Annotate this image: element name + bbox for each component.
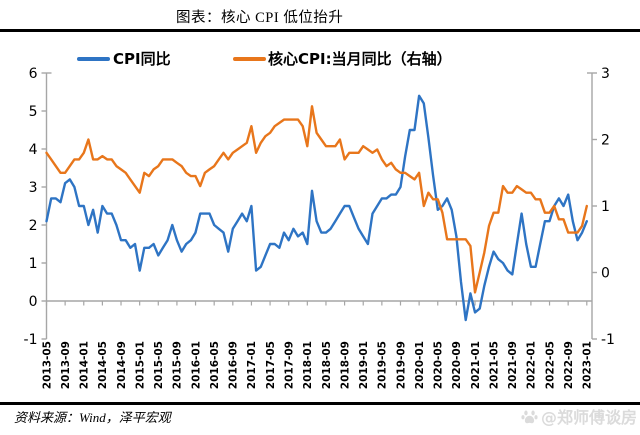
x-axis-tick-label: 2016-05 bbox=[209, 341, 221, 389]
x-axis-tick-label: 2017-05 bbox=[265, 341, 277, 389]
x-axis-tick-label: 2022-09 bbox=[563, 341, 575, 389]
x-axis-tick-label: 2017-01 bbox=[246, 341, 258, 389]
x-axis-tick-label: 2019-09 bbox=[395, 341, 407, 389]
x-axis-tick-label: 2019-01 bbox=[358, 341, 370, 389]
x-axis-tick-label: 2020-05 bbox=[433, 341, 445, 389]
x-axis-tick-label: 2019-05 bbox=[377, 341, 389, 389]
x-axis-tick-label: 2013-05 bbox=[41, 341, 53, 389]
cpi-yoy-line bbox=[45, 94, 588, 322]
x-axis-tick-label: 2021-01 bbox=[470, 341, 482, 389]
x-axis-tick-label: 2015-05 bbox=[153, 341, 165, 389]
x-axis-tick-label: 2018-09 bbox=[339, 341, 351, 389]
x-axis-tick-label: 2022-05 bbox=[544, 341, 556, 389]
footer-divider bbox=[0, 402, 640, 405]
right-axis-tick-label: 2 bbox=[601, 133, 610, 149]
right-axis-tick-label: 1 bbox=[601, 199, 610, 215]
left-axis-tick-label: 6 bbox=[29, 66, 38, 82]
left-axis-tick-label: 5 bbox=[29, 104, 38, 120]
legend-swatch-core-cpi bbox=[233, 57, 266, 61]
core-cpi-yoy-line bbox=[45, 105, 588, 294]
legend-label-cpi: CPI同比 bbox=[113, 50, 171, 68]
data-source-note: 资料来源：Wind，泽平宏观 bbox=[14, 410, 171, 425]
paw-icon bbox=[521, 410, 538, 423]
watermark: @郑师傅谈房 bbox=[521, 404, 637, 428]
right-axis-tick-label: -1 bbox=[601, 332, 615, 348]
x-axis-tick-label: 2015-09 bbox=[172, 341, 184, 389]
x-axis-tick-label: 2015-01 bbox=[134, 341, 146, 389]
left-axis-tick-label: 4 bbox=[29, 142, 38, 158]
x-axis-tick-label: 2017-09 bbox=[284, 341, 296, 389]
x-axis-tick-label: 2014-01 bbox=[79, 341, 91, 389]
right-axis-tick-label: 3 bbox=[601, 66, 610, 82]
x-axis-tick-label: 2016-01 bbox=[190, 341, 202, 389]
left-axis-tick-label: 1 bbox=[29, 256, 38, 272]
x-axis-tick-label: 2018-01 bbox=[302, 341, 314, 389]
x-axis-tick-label: 2013-09 bbox=[60, 341, 72, 389]
left-axis-tick-label: 0 bbox=[29, 294, 38, 310]
x-axis-tick-label: 2021-09 bbox=[507, 341, 519, 389]
title-divider bbox=[0, 29, 640, 32]
x-axis-tick-label: 2014-09 bbox=[116, 341, 128, 389]
x-axis-tick-label: 2023-01 bbox=[582, 341, 594, 389]
x-axis-tick-label: 2016-09 bbox=[228, 341, 240, 389]
x-axis-tick-label: 2020-01 bbox=[414, 341, 426, 389]
x-axis-tick-label: 2018-05 bbox=[321, 341, 333, 389]
legend-label-core-cpi: 核心CPI:当月同比（右轴） bbox=[268, 50, 452, 68]
left-axis-tick-label: 3 bbox=[29, 180, 38, 196]
right-axis-tick-label: 0 bbox=[601, 266, 610, 282]
chart-title: 图表：核心 CPI 低位抬升 bbox=[176, 10, 344, 26]
x-axis-tick-label: 2014-05 bbox=[97, 341, 109, 389]
legend-swatch-cpi bbox=[77, 57, 110, 61]
x-axis-tick-label: 2021-05 bbox=[488, 341, 500, 389]
x-axis-tick-label: 2022-01 bbox=[526, 341, 538, 389]
watermark-text: @郑师傅谈房 bbox=[540, 408, 637, 427]
left-axis-tick-label: 2 bbox=[29, 218, 38, 234]
left-axis-tick-label: -1 bbox=[24, 332, 38, 348]
x-axis-tick-label: 2020-09 bbox=[451, 341, 463, 389]
